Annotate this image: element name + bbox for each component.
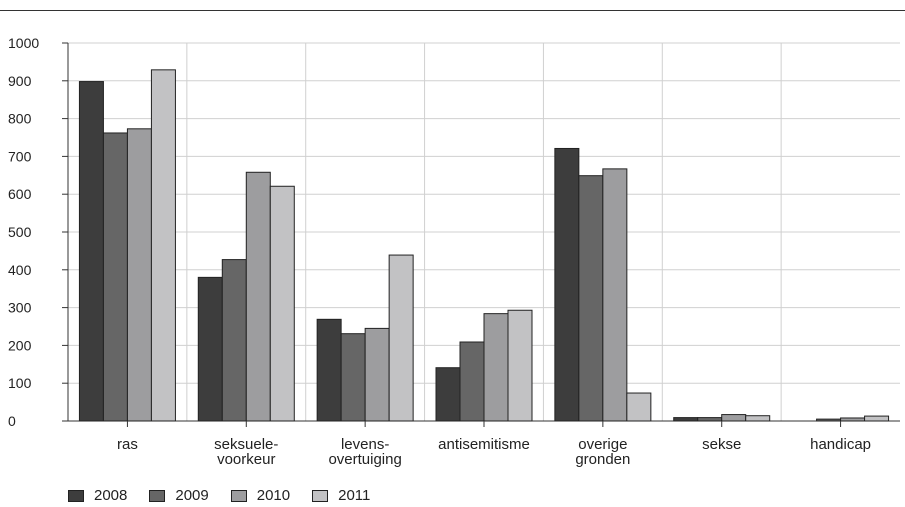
x-category-label: antisemitisme <box>438 436 530 453</box>
bar-2010-4 <box>602 168 628 422</box>
bar-2011-0 <box>150 69 176 422</box>
x-category-label: gronden <box>575 451 630 468</box>
legend-swatch <box>68 489 84 502</box>
bar-chart: 0 100 200 300 400 500 600 700 800 900 1000 ras seks… <box>8 35 900 468</box>
y-tick-label: 100 <box>8 375 32 391</box>
x-category-label: overige <box>578 436 627 453</box>
bar-2011-1 <box>269 185 295 422</box>
bar-2008-5 <box>673 417 699 422</box>
y-tick-label: 800 <box>8 111 32 127</box>
y-tick-label: 300 <box>8 300 32 316</box>
legend-item-2008: 2008 <box>68 487 127 504</box>
bar-2011-6 <box>864 415 890 422</box>
legend-item-2009: 2009 <box>149 487 209 504</box>
bar-2009-6 <box>816 418 842 422</box>
legend-label: 2009 <box>175 487 209 504</box>
bar-2010-6 <box>840 417 866 422</box>
y-tick-label: 500 <box>8 224 32 240</box>
x-category-label: sekse <box>702 436 741 453</box>
bar-2011-3 <box>507 309 533 422</box>
bar-2008-1 <box>197 276 223 422</box>
legend-swatch <box>149 489 166 502</box>
legend-label: 2011 <box>338 487 371 504</box>
bar-2009-1 <box>221 259 247 422</box>
y-tick-label: 900 <box>8 73 32 89</box>
bar-2011-4 <box>626 392 652 422</box>
bar-2009-3 <box>459 341 485 422</box>
bar-2010-2 <box>364 327 390 422</box>
bar-2008-0 <box>78 81 104 422</box>
legend-swatch <box>230 489 247 502</box>
bar-2010-1 <box>245 171 271 422</box>
x-axis-labels: ras seksuele-voorkeur levens-overtuiging an… <box>117 421 871 468</box>
legend-label: 2008 <box>94 487 128 504</box>
bar-2009-5 <box>697 417 723 422</box>
legend-item-2010: 2010 <box>230 487 291 504</box>
bar-2010-5 <box>721 414 747 422</box>
y-tick-label: 400 <box>8 262 32 278</box>
chart-legend: 2008 2009 2010 2011 <box>68 487 370 504</box>
y-tick-label: 1000 <box>8 35 39 51</box>
y-axis-ticks: 0 100 200 300 400 500 600 700 800 900 1000 <box>8 35 68 429</box>
legend-item-2011: 2011 <box>312 487 370 504</box>
bar-2008-2 <box>316 318 342 422</box>
y-tick-label: 0 <box>8 413 16 429</box>
bar-2008-3 <box>435 367 461 422</box>
bar-2009-4 <box>578 175 604 422</box>
legend-swatch <box>312 489 329 502</box>
bar-2011-5 <box>745 415 771 422</box>
x-category-label: levens- <box>341 436 389 453</box>
x-category-label: seksuele- <box>214 436 278 453</box>
bar-2009-0 <box>102 132 128 422</box>
y-tick-label: 700 <box>8 148 32 164</box>
bar-2011-2 <box>388 254 414 422</box>
bar-2010-3 <box>483 313 509 422</box>
bar-2008-4 <box>554 147 580 422</box>
top-rule <box>0 10 905 11</box>
x-category-label: ras <box>117 436 138 453</box>
chart-bars <box>78 69 890 422</box>
x-category-label: overtuiging <box>328 451 401 468</box>
y-tick-label: 600 <box>8 186 32 202</box>
bar-2009-2 <box>340 333 366 422</box>
y-tick-label: 200 <box>8 337 32 353</box>
x-category-label: handicap <box>810 436 871 453</box>
legend-label: 2010 <box>256 487 291 504</box>
x-category-label: voorkeur <box>217 451 275 468</box>
bar-2010-0 <box>126 128 152 422</box>
